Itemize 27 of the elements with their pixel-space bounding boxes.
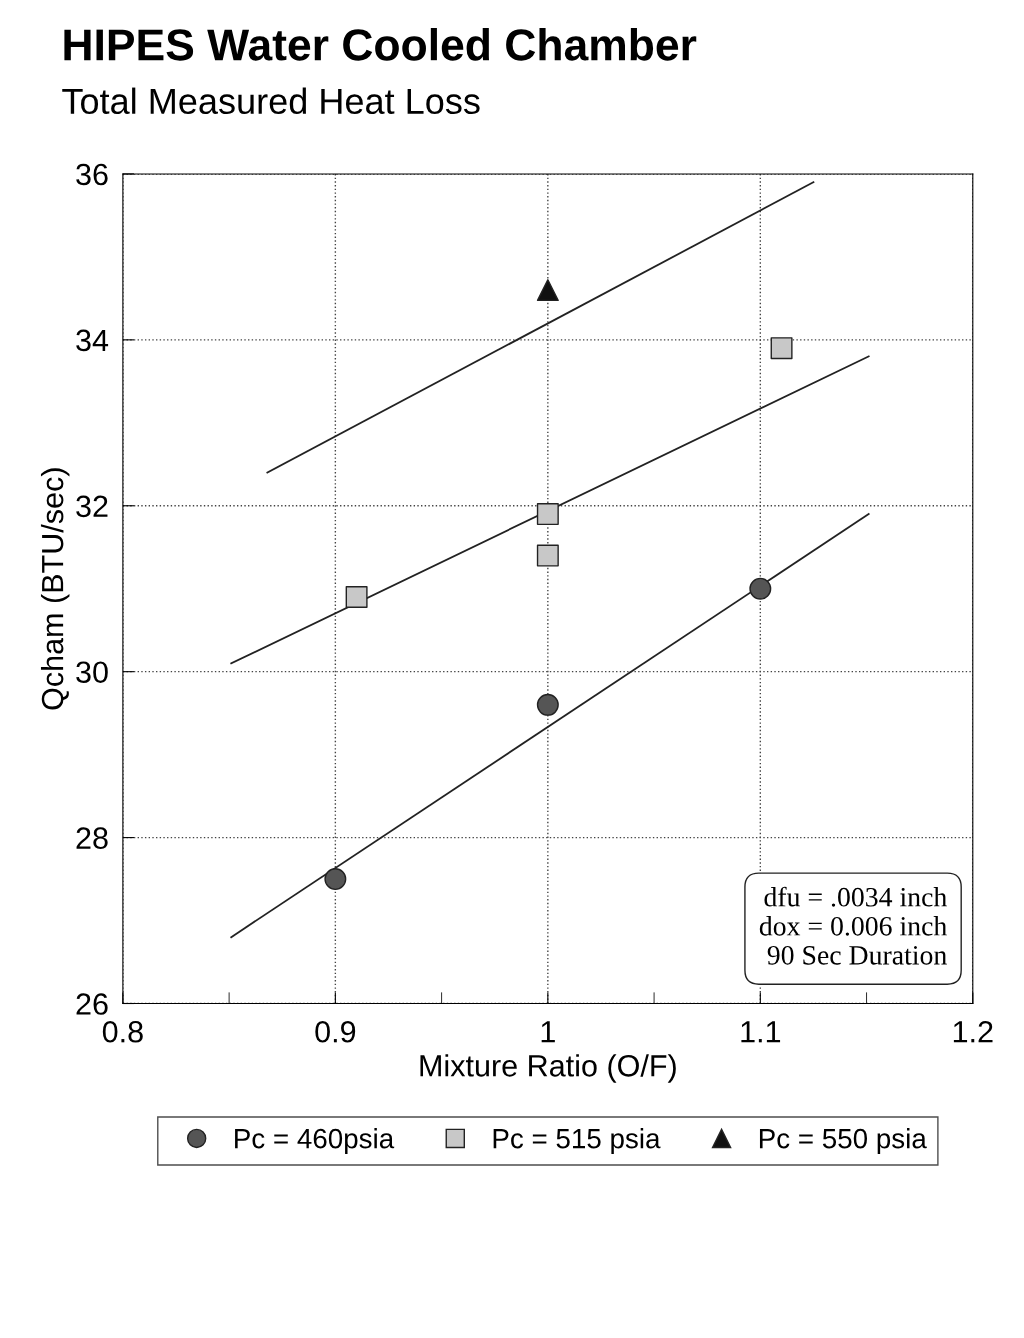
x-tick-label: 1.2 [953, 1020, 993, 1043]
point [770, 337, 793, 360]
point [345, 586, 368, 609]
point [324, 868, 347, 891]
x-tick-label: 1 [541, 1021, 555, 1043]
x-tick-label: 1.1 [741, 1021, 781, 1043]
y-tick-label: 36 [76, 163, 108, 186]
legend-label: Pc = 550 psia [759, 1128, 927, 1154]
legend-label: Pc = 460psia [235, 1128, 395, 1154]
point [536, 279, 559, 302]
point [536, 693, 559, 716]
x-tick-label: 0.8 [102, 1020, 143, 1043]
point [749, 577, 772, 600]
y-axis-title: Qcham (BTU/sec) [40, 468, 70, 710]
y-tick-label: 32 [76, 495, 108, 518]
chart-title: HIPES Water Cooled Chamber [64, 28, 697, 61]
legend-label: Pc = 515 psia [493, 1128, 661, 1154]
point [536, 503, 559, 526]
x-axis-title: Mixture Ratio (O/F) [420, 1054, 676, 1083]
x-tick-label: 0.9 [315, 1020, 356, 1043]
y-tick-label: 30 [76, 661, 108, 684]
y-tick-label: 26 [76, 993, 108, 1015]
annotation: dfu = .0034 inch dox = 0.006 inch 90 Sec Duration [759, 886, 947, 965]
chart-subtitle: Total Measured Heat Loss [62, 87, 480, 115]
point [536, 544, 559, 567]
y-tick-label: 34 [76, 329, 109, 352]
y-tick-label: 28 [76, 827, 108, 849]
